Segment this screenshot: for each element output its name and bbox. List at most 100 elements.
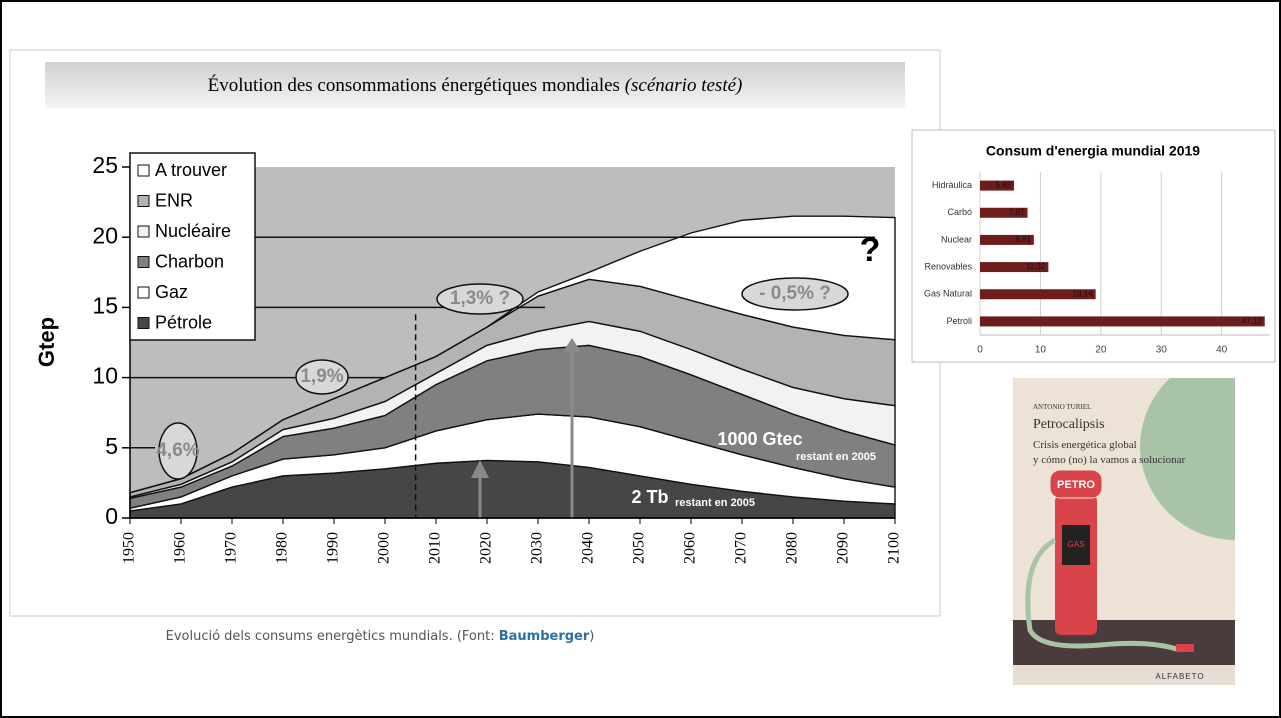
book-publisher: ALFABETO	[1155, 672, 1204, 681]
y-tick-label: 20	[92, 222, 118, 248]
value-label: 7,87	[1009, 208, 1025, 217]
y-tick-label: 5	[105, 433, 118, 459]
book-subtitle: y cómo (no) la vamos a solucionar	[1033, 454, 1185, 466]
y-tick-label: 25	[92, 152, 118, 178]
y-tick-label: Hidràulica	[932, 180, 972, 190]
y-tick-label: Petroli	[946, 316, 972, 326]
x-tick-label: 1960	[172, 532, 189, 564]
legend-swatch	[137, 164, 150, 177]
arrow-head	[563, 338, 581, 352]
annotation: ?	[860, 231, 881, 269]
y-tick-label: Nuclear	[941, 234, 972, 244]
book-subtitle: Crisis energética global	[1033, 439, 1137, 451]
bar	[980, 262, 1049, 273]
book-title: Petrocalipsis	[1033, 417, 1105, 432]
annotation-bubble	[295, 359, 349, 395]
annotation: 2 Tb	[631, 487, 668, 507]
annotation: restant en 2005	[796, 451, 876, 463]
x-tick-label: 2070	[733, 532, 750, 564]
title-banner	[45, 62, 905, 108]
legend	[129, 152, 256, 341]
y-tick-label: Carbó	[947, 207, 972, 217]
y-tick-label: 10	[92, 363, 118, 389]
x-tick-label: 2060	[682, 532, 699, 564]
arrow-head	[471, 460, 489, 478]
x-tick-label: 10	[1035, 345, 1047, 356]
x-tick-label: 1970	[223, 532, 240, 564]
x-tick-label: 2030	[529, 532, 546, 564]
legend-swatch	[137, 195, 150, 207]
caption-link[interactable]: Baumberger	[499, 629, 590, 644]
legend-label: Nucléaire	[155, 221, 231, 241]
caption-text: Evolució dels consums energètics mundial…	[166, 629, 499, 644]
bar-chart-title: Consum d'energia mundial 2019	[986, 143, 1200, 159]
book-cover: ANTONIO TURIEL Petrocalipsis Crisis ener…	[1013, 378, 1235, 685]
bar	[980, 289, 1096, 300]
value-label: 5,63	[995, 181, 1011, 190]
pump-nozzle	[1176, 644, 1194, 652]
annotation: - 0,5% ?	[759, 283, 831, 304]
x-tick-label: 20	[1095, 345, 1107, 356]
legend-label: Gaz	[155, 282, 188, 302]
annotation: 1,9%	[300, 366, 343, 387]
annotation-bubble	[158, 422, 198, 480]
caption-end: )	[589, 629, 594, 644]
legend-label: ENR	[155, 190, 193, 210]
x-tick-label: 2000	[376, 532, 393, 564]
annotation-bubble	[741, 277, 849, 311]
value-label: 19,14	[1073, 289, 1094, 298]
legend-label: Charbon	[155, 251, 224, 271]
book-footer	[1013, 665, 1235, 685]
x-tick-label: 30	[1156, 345, 1168, 356]
y-tick-label: Gas Natural	[924, 289, 972, 299]
annotation: 4,6%	[156, 440, 199, 461]
annotation: 1,3% ?	[450, 288, 510, 309]
pump-top	[1049, 469, 1103, 499]
annotation-bubble	[436, 283, 524, 315]
value-label: 11,32	[1026, 262, 1046, 271]
book-author: ANTONIO TURIEL	[1033, 403, 1091, 411]
chart-title: Évolution des consommations énergétiques…	[208, 74, 620, 96]
legend-label: Pétrole	[155, 312, 212, 332]
y-tick-label: Renovables	[924, 261, 972, 271]
x-tick-label: 2080	[784, 532, 801, 564]
main-plot: 0 5 10 15 20 25 1950 1960 1970 1980 1990 2000 2010 20…	[34, 152, 903, 564]
x-tick-label: 0	[977, 345, 983, 356]
annotation: 1000 Gtec	[717, 429, 802, 449]
x-tick-label: 1990	[325, 532, 342, 564]
caption: Evolució dels consums energètics mundial…	[166, 629, 595, 644]
x-tick-label: 40	[1216, 345, 1228, 356]
chart-title-line: Évolution des consommations énergétiques…	[208, 74, 743, 96]
legend-swatch	[137, 256, 150, 268]
x-tick-label: 1980	[274, 532, 291, 564]
book-circle	[1140, 378, 1235, 540]
legend-label: A trouver	[155, 160, 227, 180]
bar	[980, 316, 1265, 327]
annotation: restant en 2005	[675, 497, 755, 509]
x-tick-label: 2100	[886, 532, 903, 564]
legend-swatch	[137, 225, 150, 238]
x-tick-label: 2090	[835, 532, 852, 564]
bar	[980, 180, 1015, 191]
x-tick-label: 2040	[580, 532, 597, 564]
bar	[980, 207, 1028, 218]
chart-subtitle: (scénario testé)	[625, 75, 743, 96]
bar	[980, 234, 1034, 245]
y-tick-label: 15	[92, 292, 118, 318]
bar-chart-frame	[911, 129, 1276, 363]
x-tick-label: 1950	[121, 532, 138, 564]
y-tick-label: 0	[105, 503, 118, 529]
value-label: 8,91	[1015, 235, 1031, 244]
legend-swatch	[137, 317, 150, 329]
pump-text: PETRO	[1057, 479, 1095, 491]
value-label: 47,13	[1242, 317, 1263, 326]
x-tick-label: 2050	[631, 532, 648, 564]
y-axis-label: Gtep	[34, 317, 59, 367]
x-tick-label: 2010	[427, 532, 444, 564]
pump-hose	[1025, 537, 1181, 653]
x-tick-label: 2020	[478, 532, 495, 564]
legend-swatch	[137, 286, 150, 299]
bar-chart: Consum d'energia mundial 2019 0 10 20 30 40 H…	[911, 129, 1276, 363]
